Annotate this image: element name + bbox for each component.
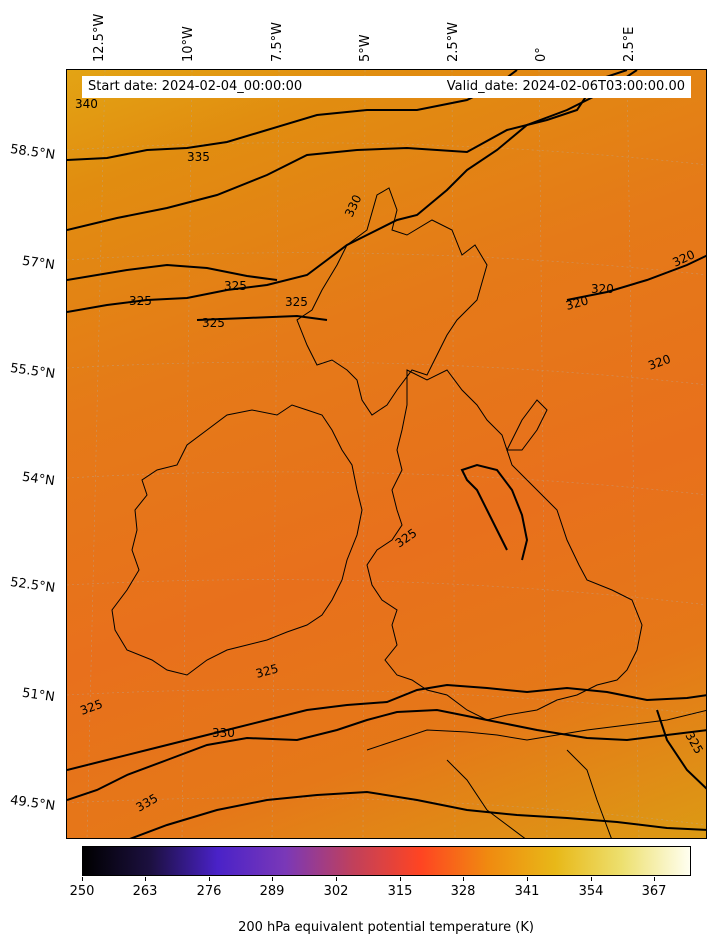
contour-label: 330	[342, 193, 364, 220]
colorbar-tick	[336, 877, 337, 881]
contour-label: 325	[393, 526, 420, 551]
colorbar-tick-label: 276	[196, 884, 222, 899]
contour-label: 340	[75, 97, 98, 111]
colorbar-tick	[209, 877, 210, 881]
contour-label: 325	[129, 294, 152, 308]
latitude-label: 57°N	[21, 253, 56, 274]
colorbar-tick-label: 354	[578, 884, 604, 899]
contour-label: 320	[564, 293, 590, 312]
contour-label: 335	[187, 150, 210, 164]
valid-date-label: Valid_date: 2024-02-06T03:00:00.00	[446, 79, 685, 94]
colorbar-tick-label: 367	[641, 884, 667, 899]
colorbar-tick	[463, 877, 464, 881]
graticule	[67, 70, 706, 838]
contour-label: 325	[254, 661, 280, 680]
contours	[67, 70, 706, 838]
contour-label: 325	[78, 697, 104, 718]
longitude-label: 5°W	[358, 34, 373, 62]
colorbar-tick	[527, 877, 528, 881]
longitude-label: 2.5°W	[446, 21, 461, 62]
contour-label: 320	[646, 352, 672, 373]
colorbar-tick	[400, 877, 401, 881]
latitude-label: 49.5°N	[9, 792, 56, 815]
latitude-label: 52.5°N	[9, 574, 56, 597]
contour-label: 325	[285, 295, 308, 309]
latitude-label: 51°N	[21, 685, 56, 706]
contour-label-group: 340 335 330 325 325 325 325 320 320 320 …	[75, 97, 706, 815]
colorbar-tick-label: 289	[259, 884, 285, 899]
latitude-label: 58.5°N	[9, 141, 56, 164]
colorbar	[82, 846, 691, 876]
start-date-label: Start date: 2024-02-04_00:00:00	[88, 79, 303, 94]
latitude-label: 55.5°N	[9, 360, 56, 383]
longitude-label: 0°	[534, 47, 549, 62]
colorbar-tick-label: 302	[323, 884, 349, 899]
map-area[interactable]: 340 335 330 325 325 325 325 320 320 320 …	[66, 69, 707, 839]
date-info-box: Start date: 2024-02-04_00:00:00 Valid_da…	[82, 76, 691, 98]
coastlines	[111, 187, 706, 838]
map-canvas: 340 335 330 325 325 325 325 320 320 320 …	[67, 70, 706, 838]
colorbar-tick	[82, 877, 83, 881]
colorbar-tick-label: 341	[514, 884, 540, 899]
contour-label: 320	[591, 282, 614, 296]
colorbar-tick-label: 328	[450, 884, 476, 899]
colorbar-tick-label: 315	[387, 884, 413, 899]
colorbar-tick	[272, 877, 273, 881]
colorbar-tick	[654, 877, 655, 881]
colorbar-title: 200 hPa equivalent potential temperature…	[238, 920, 534, 935]
contour-label: 325	[202, 316, 225, 330]
longitude-label: 12.5°W	[92, 13, 107, 62]
colorbar-tick	[145, 877, 146, 881]
colorbar-tick-label: 250	[69, 884, 95, 899]
longitude-label: 7.5°W	[270, 21, 285, 62]
contour-label: 325	[224, 279, 247, 293]
longitude-label: 2.5°E	[622, 26, 637, 62]
colorbar-tick-label: 263	[132, 884, 158, 899]
longitude-label: 10°W	[181, 26, 196, 62]
latitude-label: 54°N	[21, 469, 56, 490]
contour-label: 325	[682, 730, 706, 757]
contour-label: 330	[212, 726, 235, 740]
contour-label: 335	[134, 791, 161, 815]
colorbar-tick	[591, 877, 592, 881]
